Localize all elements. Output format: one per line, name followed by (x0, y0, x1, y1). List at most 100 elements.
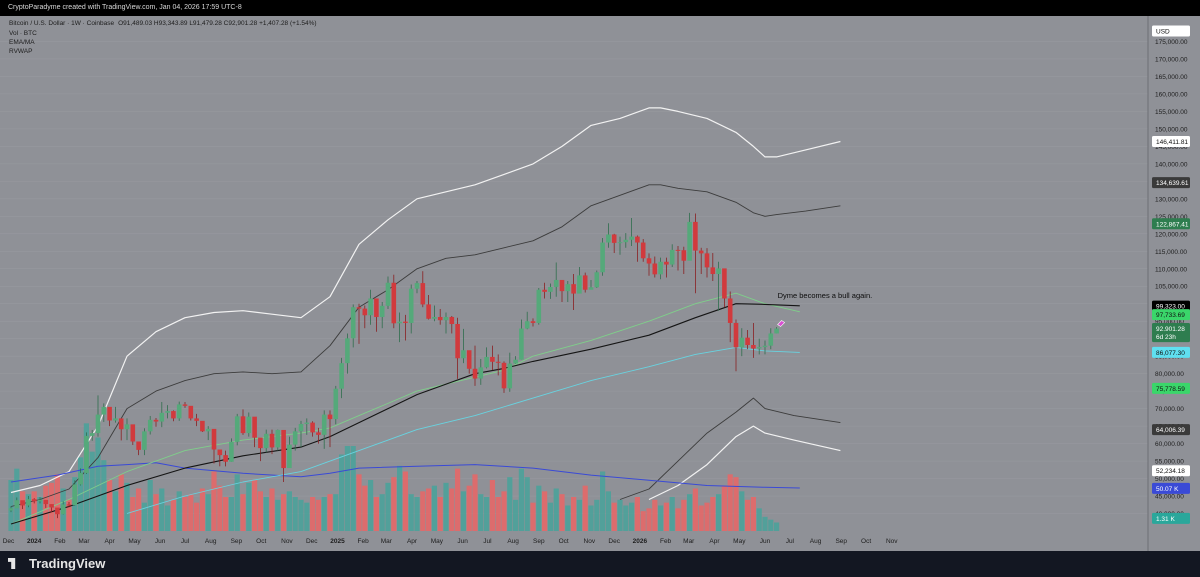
candle-body (118, 418, 124, 430)
ma-teal-line (126, 346, 800, 514)
candle-body (55, 507, 60, 515)
volume-bar (658, 505, 664, 531)
volume-bar (321, 497, 327, 531)
volume-bar (681, 499, 687, 531)
volume-bar (327, 494, 333, 531)
x-tick-label: Sep (231, 538, 243, 545)
price-label-box (1152, 309, 1190, 321)
x-tick-label: Apr (407, 538, 418, 545)
volume-bar (182, 497, 188, 531)
price-label-box (1152, 135, 1190, 147)
volume-bar (727, 474, 733, 531)
candle-body (548, 286, 553, 292)
candle-body (414, 283, 420, 289)
y-tick-label: 170,000.00 (1155, 56, 1188, 63)
price-label: 86,077.30 (1156, 350, 1185, 357)
y-tick-label: 160,000.00 (1155, 91, 1188, 98)
x-tick-label: Nov (886, 538, 898, 545)
x-tick-label: Aug (205, 538, 217, 545)
x-tick-label: Mar (78, 538, 90, 545)
candle-body (687, 221, 692, 261)
volume-bar (362, 485, 368, 531)
y-tick-label: 70,000.00 (1155, 406, 1184, 413)
candle-body (571, 284, 576, 294)
volume-bar (141, 502, 147, 531)
candle-body (20, 500, 25, 506)
candle-body (72, 484, 78, 506)
volume-bar (553, 488, 559, 531)
volume-bar (228, 497, 234, 531)
price-label-box (1152, 512, 1190, 524)
volume-bar (669, 497, 675, 531)
volume-bar (159, 488, 165, 531)
price-label: 97,733.69 (1156, 312, 1185, 319)
candle-body (588, 287, 594, 290)
volume-bar (640, 511, 646, 531)
volume-bar (304, 502, 310, 531)
price-axis[interactable]: 40,000.0045,000.0050,000.0055,000.0060,0… (1155, 39, 1188, 518)
candles (8, 212, 779, 519)
price-chart[interactable]: Dyme becomes a bull again. 40,000.0045,0… (0, 16, 1200, 551)
volume-bar (165, 505, 171, 531)
volume-bar (530, 502, 536, 531)
candle-body (211, 428, 217, 450)
price-label-box (1152, 300, 1190, 312)
x-tick-label: May (431, 538, 444, 545)
volume-bar (211, 471, 217, 531)
candle-body (536, 289, 542, 323)
candle-body (66, 504, 72, 506)
price-label-box (1152, 482, 1190, 494)
volume-bar (449, 488, 455, 531)
volume-bar (588, 505, 594, 531)
volume-bar (443, 482, 449, 531)
legend: Bitcoin / U.S. Dollar · 1W · Coinbase O91… (9, 20, 317, 55)
x-tick-label: Sep (835, 538, 847, 545)
candle-body (652, 263, 658, 275)
volume-bar (478, 494, 484, 531)
candle-body (147, 419, 153, 432)
candle-body (501, 362, 507, 389)
volume-bar (356, 474, 362, 531)
volume-bar (257, 491, 263, 531)
volume-bar (8, 480, 14, 531)
y-tick-label: 175,000.00 (1155, 39, 1188, 46)
volume-bar (513, 499, 519, 531)
candle-body (37, 499, 43, 502)
volume-bar (623, 505, 629, 531)
volume-bar (698, 505, 704, 531)
volume-bar (721, 485, 727, 531)
annotation-group: Dyme becomes a bull again. (777, 291, 872, 327)
candle-body (635, 236, 640, 243)
candle-body (733, 322, 739, 348)
volume-bar (385, 482, 391, 531)
band-inner-upper (10, 184, 841, 507)
volume-bar (368, 480, 374, 531)
x-tick-label: Dec (608, 538, 620, 545)
candle-body (629, 236, 634, 240)
tradingview-logo[interactable]: TradingView (8, 556, 105, 572)
candle-body (461, 350, 466, 359)
y-tick-label: 50,000.00 (1155, 476, 1184, 483)
y-tick-label: 125,000.00 (1155, 214, 1188, 221)
volume-bar (501, 491, 507, 531)
volume-bar (687, 494, 693, 531)
band-outer-lower (648, 425, 841, 501)
volume-bar (66, 499, 72, 531)
volume-bar (188, 494, 194, 531)
candle-body (292, 431, 298, 445)
price-label-box (1152, 331, 1190, 343)
candle-body (298, 424, 304, 432)
price-label: USD (1156, 28, 1170, 35)
time-axis[interactable]: Dec 2024 Feb Mar Apr May Jun Jul Aug Sep Oct Nov Dec… (3, 538, 899, 545)
x-tick-label: Oct (256, 538, 266, 545)
legend-study-rvwap: RVWAP (9, 48, 32, 55)
candle-body (704, 253, 710, 268)
volume-bar (199, 488, 205, 531)
candle-body (669, 249, 675, 265)
y-tick-label: 115,000.00 (1155, 249, 1187, 256)
price-label-box (1152, 465, 1190, 477)
moving-averages (10, 292, 800, 525)
candle-body (524, 321, 530, 329)
candle-body (617, 242, 623, 244)
volume-bar (455, 468, 461, 531)
